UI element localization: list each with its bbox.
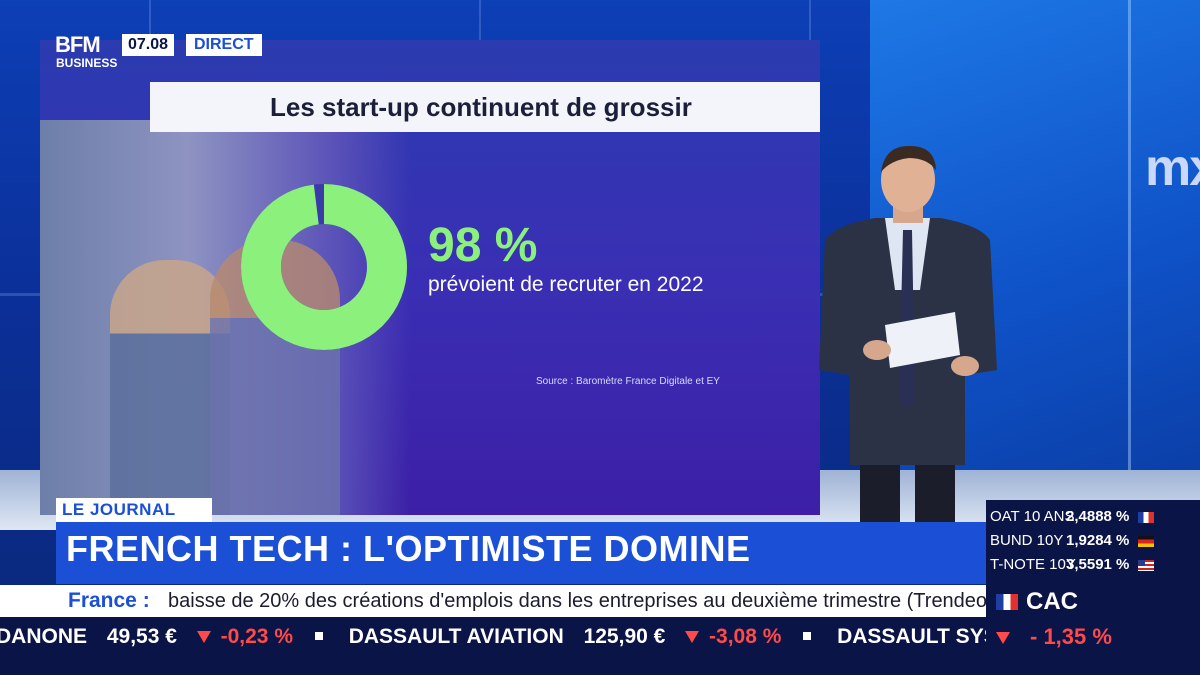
stock-ticker: DANONE 49,53 € -0,23 % DASSAULT AVIATION… [0, 617, 986, 675]
rate-value: 1,9284 % [1066, 532, 1130, 549]
stat-value: 98 % [428, 219, 538, 272]
index-change: - 1,35 % [1030, 624, 1112, 649]
source-note: Source : Baromètre France Digitale et EY [536, 376, 720, 387]
rate-name: BUND 10Y [990, 532, 1064, 549]
live-badge: DIRECT [186, 34, 262, 56]
rate-row: BUND 10Y 1,9284 % [990, 532, 1154, 554]
separator-dot-icon [803, 631, 812, 640]
ticker-name: DASSAULT AVIATION [348, 625, 564, 648]
down-arrow-icon [196, 631, 211, 644]
screen-title-bar [150, 82, 820, 132]
news-bar [0, 585, 986, 617]
ticker-change: -3,08 % [709, 625, 782, 648]
rate-row: T-NOTE 10Y3,5591 % [990, 556, 1154, 578]
ticker-price: 125,90 € [583, 625, 666, 648]
france-flag-icon [996, 594, 1018, 610]
rate-row: OAT 10 ANS2,4888 % [990, 508, 1154, 530]
ticker-name: DASSAULT SYSTÈMES [837, 625, 986, 648]
index-name: CAC [996, 588, 1078, 616]
ticker-name: DANONE [0, 625, 88, 648]
display-screen: Les start-up continuent de grossir 98 % … [40, 40, 820, 515]
france-flag-icon [1138, 511, 1154, 523]
germany-flag-icon [1138, 535, 1154, 547]
usa-flag-icon [1138, 559, 1154, 571]
headline-bar [56, 522, 986, 584]
separator-dot-icon [314, 631, 323, 640]
rate-value: 2,4888 % [1066, 508, 1130, 525]
donut-arc [241, 184, 407, 350]
donut-chart [241, 184, 407, 350]
channel-logo-sub: BUSINESS [56, 56, 118, 70]
channel-logo: BFM [55, 32, 101, 57]
news-label: France : [68, 589, 150, 612]
wall-logo: mx [1145, 139, 1200, 197]
down-arrow-icon [685, 631, 700, 644]
screen-photo [40, 120, 410, 515]
screen-title: Les start-up continuent de grossir [270, 92, 692, 122]
presenter [819, 145, 997, 525]
ticker-row: DANONE 49,53 € -0,23 % DASSAULT AVIATION… [0, 625, 986, 653]
clock: 07.08 [122, 34, 175, 56]
index-down-arrow-icon [996, 632, 1010, 644]
headline: FRENCH TECH : L'OPTIMISTE DOMINE [66, 528, 751, 569]
rate-value: 3,5591 % [1066, 556, 1130, 573]
stat-description: prévoient de recruter en 2022 [428, 273, 704, 296]
index-name-text: CAC [1026, 588, 1078, 615]
news-text: baisse de 20% des créations d'emplois da… [168, 590, 1000, 612]
rate-name: T-NOTE 10Y [990, 556, 1076, 573]
market-panel: OAT 10 ANS2,4888 % BUND 10Y 1,9284 % T-NO… [986, 500, 1200, 675]
ticker-price: 49,53 € [106, 625, 177, 648]
ticker-change: -0,23 % [220, 625, 293, 648]
rate-name: OAT 10 ANS [990, 508, 1075, 525]
program-tag: LE JOURNAL [56, 498, 212, 522]
